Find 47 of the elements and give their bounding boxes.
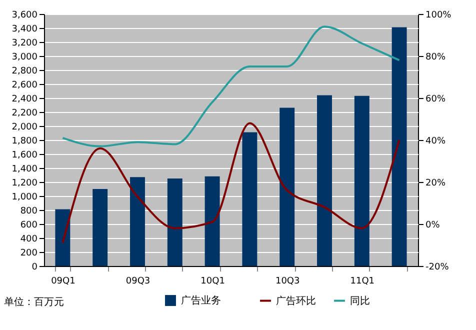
bar	[392, 27, 407, 266]
y-tick-label: 3,000	[12, 52, 38, 62]
bar	[55, 209, 70, 266]
y-tick-label: 1,400	[12, 164, 38, 174]
x-tick-label: 11Q1	[350, 276, 375, 286]
y2-tick-label: 0%	[426, 220, 440, 230]
y-tick-label: 200	[20, 248, 38, 258]
y-tick-label: 800	[20, 206, 38, 216]
y-tick-label: 1,800	[12, 136, 38, 146]
y-tick-label: 3,400	[12, 24, 38, 34]
x-tick-label: 10Q3	[275, 276, 300, 286]
bar	[242, 132, 258, 266]
line-series	[62, 122, 400, 244]
line-series	[62, 26, 400, 148]
bar	[204, 176, 220, 266]
y-tick-label: 3,200	[12, 38, 38, 48]
y-tick-label: 2,000	[12, 122, 38, 132]
y2-tick-label: 20%	[426, 178, 446, 188]
y-tick-label: 0	[32, 262, 38, 272]
bar	[130, 177, 145, 266]
y2-tick-label: 40%	[426, 136, 446, 146]
legend-label: 广告环比	[276, 294, 316, 307]
y2-tick-label: 100%	[426, 10, 452, 20]
bar	[280, 108, 295, 266]
legend-label: 广告业务	[181, 294, 221, 306]
y2-tick-label: -20%	[426, 262, 450, 272]
bar	[317, 95, 332, 266]
x-tick-label: 09Q3	[126, 276, 150, 286]
text: 单位：百万元	[4, 296, 64, 308]
y-tick-label: 2,200	[12, 108, 38, 118]
y-tick-label: 1,600	[12, 150, 38, 160]
y2-tick-label: 60%	[426, 94, 446, 104]
x-tick-label: 10Q1	[200, 276, 225, 286]
x-tick-label: 09Q1	[51, 276, 76, 286]
bar	[92, 189, 108, 266]
bar	[167, 178, 182, 266]
bar	[354, 96, 370, 266]
y-tick-label: 2,600	[12, 80, 38, 90]
y-tick-label: 600	[20, 220, 38, 230]
y-tick-label: 400	[20, 234, 38, 244]
y-tick-label: 2,400	[12, 94, 38, 104]
y-tick-label: 1,000	[12, 192, 38, 202]
y2-tick-label: 80%	[426, 52, 446, 62]
y-tick-label: 3,600	[12, 10, 38, 20]
y-tick-label: 1,200	[12, 178, 38, 188]
y-tick-label: 2,800	[12, 66, 38, 76]
legend-label: 同比	[350, 294, 370, 307]
